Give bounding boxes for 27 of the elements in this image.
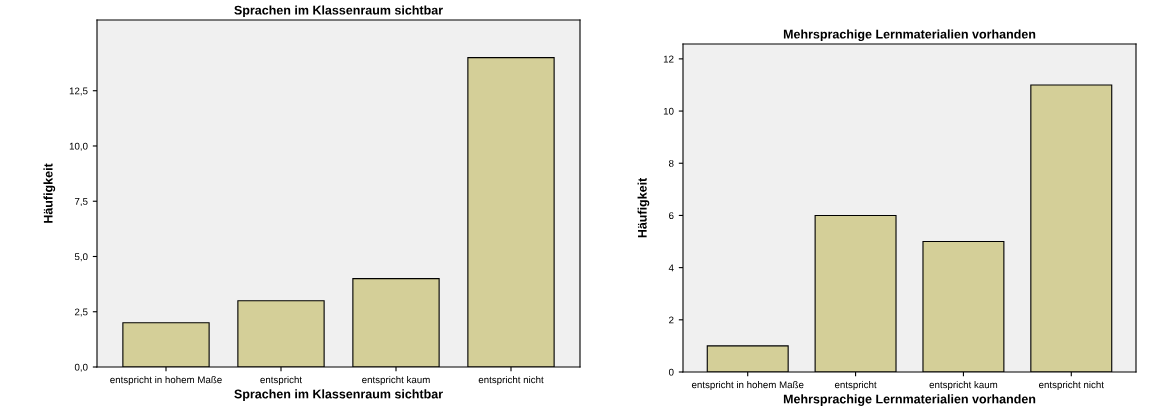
x-axis-title: Mehrsprachige Lernmaterialien vorhanden xyxy=(783,394,1036,406)
x-tick-label: entspricht kaum xyxy=(362,376,430,386)
y-tick-label: 0 xyxy=(668,368,674,376)
y-tick-label: 10,0 xyxy=(69,142,88,151)
y-tick-label: 8 xyxy=(668,159,674,167)
x-tick-label: entspricht xyxy=(260,376,302,386)
chart-title: Mehrsprachige Lernmaterialien vorhanden xyxy=(783,29,1036,42)
y-tick-label: 4 xyxy=(668,264,674,272)
x-tick-label: entspricht nicht xyxy=(1039,381,1104,391)
y-tick-label: 10 xyxy=(663,107,674,115)
y-tick-label: 6 xyxy=(669,212,674,220)
x-axis-title: Sprachen im Klassenraum sichtbar xyxy=(234,389,443,401)
y-tick-label: 0,0 xyxy=(74,363,88,372)
y-tick-label: 5,0 xyxy=(74,253,88,262)
y-tick-label: 12 xyxy=(663,55,674,63)
x-tick-label: entspricht in hohem Maße xyxy=(110,376,222,386)
y-tick-label: 12,5 xyxy=(69,87,88,96)
y-tick-label: 2,5 xyxy=(74,308,88,317)
x-tick-label: entspricht kaum xyxy=(929,381,998,391)
y-tick-label: 2 xyxy=(669,316,674,324)
y-tick-label: 7,5 xyxy=(74,198,88,206)
x-tick-label: entspricht in hohem Maße xyxy=(691,381,804,391)
y-axis-title: Häufigkeit xyxy=(637,177,650,238)
x-tick-label: entspricht nicht xyxy=(478,376,544,386)
y-axis-title: Häufigkeit xyxy=(43,163,56,223)
chart-title: Sprachen im Klassenraum sichtbar xyxy=(234,5,443,18)
x-tick-label: entspricht xyxy=(834,381,877,391)
